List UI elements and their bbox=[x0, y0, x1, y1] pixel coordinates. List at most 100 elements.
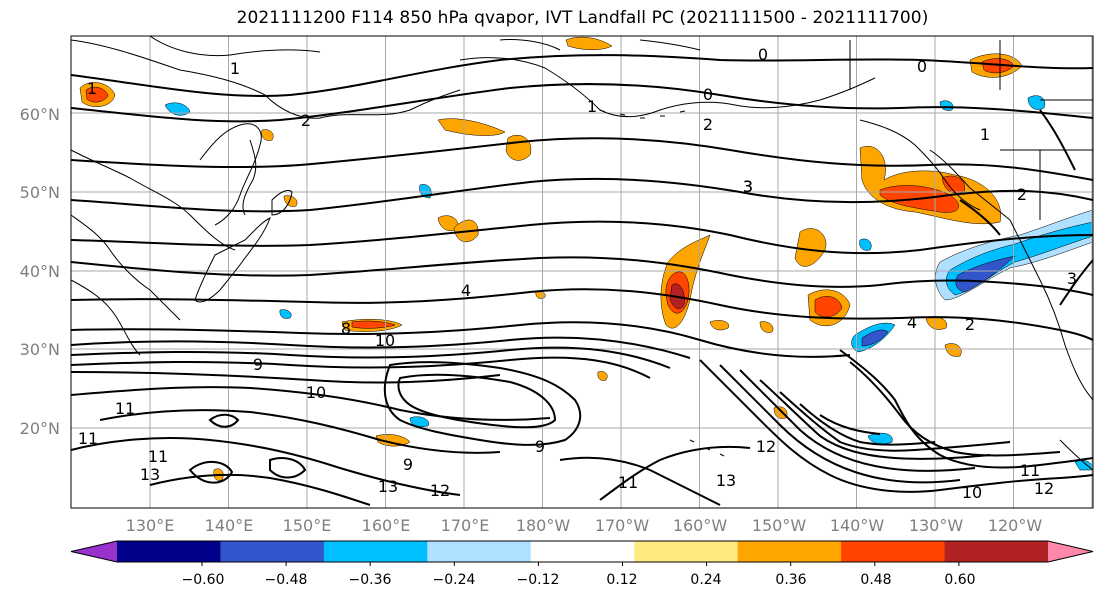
contour-label: 9 bbox=[403, 455, 413, 474]
ivt-contour-line bbox=[719, 364, 961, 484]
ivt-contour-line bbox=[819, 414, 881, 435]
coastline bbox=[929, 149, 1011, 221]
contour-label: 1 bbox=[980, 125, 990, 144]
colorbar-extend-low bbox=[71, 541, 117, 562]
ivt-contour-line bbox=[71, 371, 501, 384]
lon-label-120w: 120°W bbox=[987, 516, 1043, 535]
lon-label-170w: 170°W bbox=[594, 516, 650, 535]
ivt-contour-line bbox=[188, 461, 234, 484]
contour-label: 1 bbox=[87, 79, 97, 98]
colorbar-bin bbox=[737, 541, 842, 562]
coastline bbox=[199, 123, 262, 226]
lon-label-160w: 160°W bbox=[672, 516, 728, 535]
anomaly-patch bbox=[565, 36, 613, 50]
ivt-contour-line bbox=[208, 413, 240, 428]
ivt-contours bbox=[71, 54, 1093, 506]
anomaly-patch bbox=[437, 118, 506, 136]
ivt-contour-line bbox=[599, 445, 751, 501]
contour-label: 2 bbox=[301, 111, 311, 130]
ivt-contour-line bbox=[71, 346, 671, 369]
anomaly-patch bbox=[759, 321, 774, 333]
lon-label-140e: 140°E bbox=[204, 516, 254, 535]
colorbar-extend-high bbox=[1048, 541, 1093, 562]
coastline bbox=[1000, 149, 1041, 220]
contour-label: 0 bbox=[917, 57, 927, 76]
colorbar-tick: −0.12 bbox=[516, 572, 560, 588]
contour-label: 3 bbox=[743, 177, 753, 196]
colorbar bbox=[70, 540, 1094, 566]
ivt-contour-line bbox=[1059, 259, 1093, 306]
coastline bbox=[459, 57, 876, 118]
colorbar-tick: 0.24 bbox=[690, 572, 722, 588]
colorbar-bin bbox=[634, 541, 739, 562]
map-frame bbox=[70, 35, 1094, 509]
lat-label-50n: 50°N bbox=[19, 183, 60, 202]
lat-label-40n: 40°N bbox=[19, 262, 60, 281]
contour-label: 9 bbox=[535, 437, 545, 456]
anomaly-patch bbox=[773, 406, 788, 419]
ivt-contour-line bbox=[1039, 109, 1076, 171]
colorbar-tick: 0.12 bbox=[606, 572, 638, 588]
ivt-contour-line bbox=[71, 336, 691, 359]
contour-label: 1 bbox=[230, 59, 240, 78]
coastline bbox=[71, 149, 236, 251]
anomaly-patch bbox=[794, 228, 827, 267]
coastline bbox=[149, 36, 321, 57]
contour-label: 12 bbox=[756, 437, 776, 456]
lat-label-30n: 30°N bbox=[19, 340, 60, 359]
ivt-contour-line bbox=[71, 137, 1093, 181]
ivt-contour-line bbox=[71, 386, 551, 421]
contour-label: 2 bbox=[703, 115, 713, 134]
ivt-contour-line bbox=[71, 321, 851, 358]
ivt-contour-line bbox=[759, 379, 991, 460]
anomaly-patch bbox=[955, 255, 1016, 293]
colorbar-bin bbox=[841, 541, 946, 562]
ivt-contour-line bbox=[699, 359, 1093, 493]
colorbar-tick: −0.60 bbox=[181, 572, 225, 588]
ivt-contour-line bbox=[383, 361, 582, 446]
ivt-contour-line bbox=[269, 457, 307, 479]
contour-label: 3 bbox=[743, 177, 753, 196]
lat-label-20n: 20°N bbox=[19, 419, 60, 438]
contour-label: 12 bbox=[1034, 479, 1054, 498]
figure-title: 2021111200 F114 850 hPa qvapor, IVT Land… bbox=[236, 8, 929, 28]
contour-label: 11 bbox=[1020, 461, 1040, 480]
colorbar-bin bbox=[944, 541, 1049, 562]
lon-label-140w: 140°W bbox=[829, 516, 885, 535]
contour-label: 4 bbox=[461, 281, 471, 300]
lon-label-170e: 170°E bbox=[440, 516, 490, 535]
coastline bbox=[1009, 219, 1093, 401]
lon-label-130w: 130°W bbox=[908, 516, 964, 535]
coastline bbox=[242, 139, 257, 216]
contour-label: 0 bbox=[703, 85, 713, 104]
colorbar-outline bbox=[70, 540, 1094, 563]
contour-label: 13 bbox=[716, 471, 736, 490]
lon-label-160e: 160°E bbox=[361, 516, 411, 535]
ivt-contour-line bbox=[559, 456, 721, 506]
anomaly-patch bbox=[261, 129, 274, 141]
ivt-contour-line bbox=[71, 220, 1093, 255]
ivt-contour-line bbox=[71, 288, 1093, 341]
contour-label: 11 bbox=[618, 473, 638, 492]
ivt-contour-line bbox=[71, 177, 1093, 213]
coastline bbox=[1059, 439, 1093, 471]
ivt-contour-line bbox=[397, 373, 557, 429]
ivt-contour-line bbox=[739, 369, 976, 472]
coastline bbox=[71, 279, 141, 356]
colorbar-tick: −0.24 bbox=[432, 572, 476, 588]
ivt-contour-line bbox=[779, 391, 1011, 452]
contour-label: 0 bbox=[758, 45, 768, 64]
colorbar-bin bbox=[427, 541, 532, 562]
coastline bbox=[271, 189, 293, 216]
contour-label: 9 bbox=[253, 355, 263, 374]
anomaly-patch bbox=[85, 86, 109, 103]
ivt-contour-line bbox=[71, 83, 1093, 123]
coastline bbox=[1040, 99, 1093, 151]
contour-label: 3 bbox=[1067, 269, 1077, 288]
contour-label: 13 bbox=[378, 477, 398, 496]
anomaly-patch bbox=[164, 102, 191, 116]
coastline bbox=[599, 109, 686, 119]
coastline bbox=[71, 214, 181, 321]
